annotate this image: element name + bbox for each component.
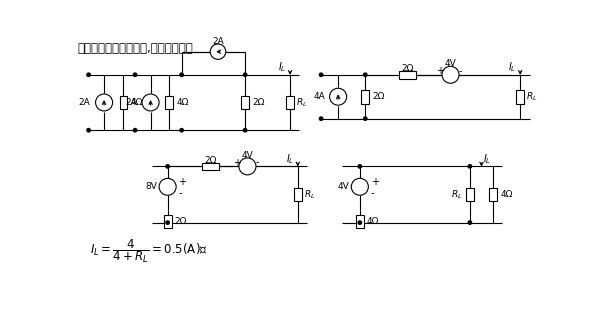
Circle shape: [166, 221, 170, 224]
Text: 2Ω: 2Ω: [204, 156, 217, 165]
Circle shape: [358, 221, 362, 224]
Text: 2A: 2A: [125, 98, 137, 107]
Bar: [516, 90, 524, 104]
Circle shape: [244, 129, 247, 132]
Text: 4Ω: 4Ω: [130, 98, 143, 107]
Text: $I_L$: $I_L$: [508, 60, 516, 74]
Circle shape: [87, 73, 90, 77]
Circle shape: [319, 117, 323, 120]
Circle shape: [180, 129, 183, 132]
Bar: [164, 215, 171, 228]
Circle shape: [364, 73, 367, 77]
Bar: [241, 95, 249, 109]
Text: 4Ω: 4Ω: [176, 98, 189, 107]
Circle shape: [96, 94, 113, 111]
Text: 2Ω: 2Ω: [252, 98, 264, 107]
Text: $R_L$: $R_L$: [527, 90, 538, 103]
Text: 4Ω: 4Ω: [367, 217, 379, 226]
Bar: [490, 187, 497, 201]
Text: 4Ω: 4Ω: [500, 190, 512, 199]
Circle shape: [358, 165, 362, 168]
Circle shape: [442, 66, 459, 83]
Text: -: -: [371, 188, 374, 198]
Bar: [361, 90, 369, 104]
Text: 4V: 4V: [337, 182, 349, 191]
Text: 2Ω: 2Ω: [372, 92, 384, 101]
Circle shape: [142, 94, 159, 111]
Circle shape: [159, 178, 176, 195]
Text: 2Ω: 2Ω: [174, 217, 187, 226]
Bar: [466, 187, 474, 201]
Circle shape: [239, 158, 256, 175]
Bar: [399, 71, 416, 79]
Circle shape: [468, 221, 472, 224]
Text: $I_L$: $I_L$: [286, 152, 294, 166]
Text: 4V: 4V: [445, 60, 456, 68]
Circle shape: [180, 73, 183, 77]
Bar: [165, 95, 173, 109]
Text: $R_L$: $R_L$: [296, 96, 307, 109]
Text: $R_L$: $R_L$: [451, 188, 463, 201]
Text: $I_L$: $I_L$: [483, 152, 491, 166]
Text: 4A: 4A: [313, 92, 325, 101]
Bar: [286, 95, 294, 109]
Text: -: -: [459, 66, 462, 76]
Text: +: +: [233, 158, 241, 168]
Bar: [202, 163, 219, 170]
Text: 2A: 2A: [212, 37, 224, 46]
Text: +: +: [371, 177, 378, 187]
Bar: [356, 215, 364, 228]
Text: 8V: 8V: [145, 182, 157, 191]
Text: $I_L = \dfrac{4}{4+R_L} = 0.5(\mathrm{A})$。: $I_L = \dfrac{4}{4+R_L} = 0.5(\mathrm{A}…: [90, 237, 208, 265]
Circle shape: [244, 73, 247, 77]
Text: -: -: [256, 158, 259, 168]
Circle shape: [133, 73, 137, 77]
Text: -: -: [179, 188, 182, 198]
Text: $I_L$: $I_L$: [278, 60, 286, 74]
Circle shape: [87, 129, 90, 132]
Circle shape: [364, 117, 367, 120]
Text: 4V: 4V: [242, 151, 253, 160]
Text: $R_L$: $R_L$: [304, 188, 315, 201]
Bar: [294, 187, 301, 201]
Text: 根据实际电源等效变换,如下列图示：: 根据实际电源等效变换,如下列图示：: [78, 42, 193, 54]
Circle shape: [133, 129, 137, 132]
Circle shape: [210, 44, 226, 59]
Circle shape: [166, 165, 170, 168]
Bar: [119, 95, 127, 109]
Text: 2A: 2A: [78, 98, 90, 107]
Text: 2Ω: 2Ω: [402, 64, 414, 73]
Circle shape: [330, 88, 347, 105]
Text: +: +: [179, 177, 186, 187]
Text: +: +: [436, 66, 444, 76]
Circle shape: [351, 178, 368, 195]
Circle shape: [319, 73, 323, 77]
Circle shape: [468, 165, 472, 168]
